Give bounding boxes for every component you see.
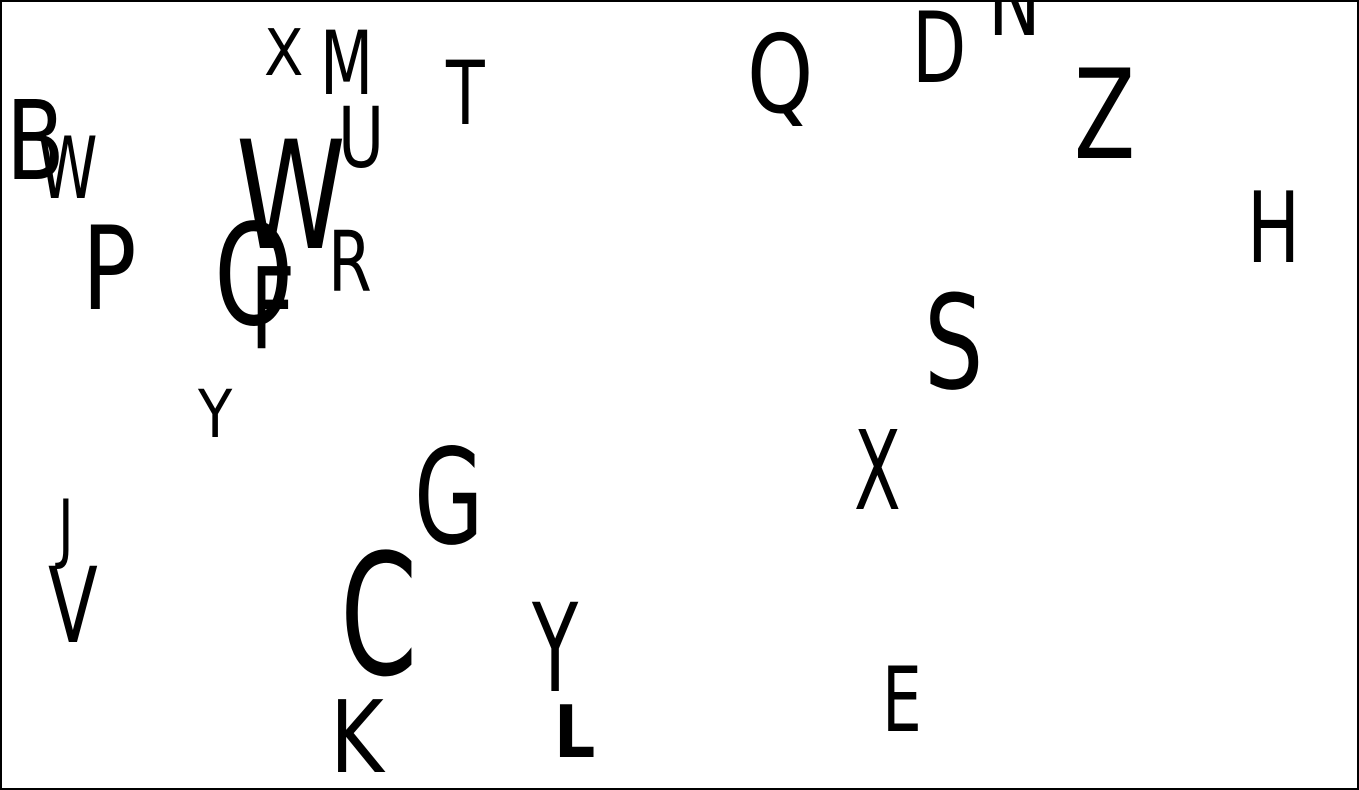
letter-w-small: W	[38, 126, 98, 212]
letter-p: P	[82, 212, 137, 328]
letter-v: V	[48, 554, 98, 658]
letter-z: Z	[1074, 54, 1135, 178]
letter-x-large: X	[854, 416, 901, 526]
letter-r: R	[328, 220, 372, 304]
letter-t: T	[446, 50, 485, 138]
letter-k: K	[330, 688, 384, 788]
letter-g: G	[414, 432, 484, 564]
letter-s: S	[924, 278, 983, 408]
letter-x-top: X	[264, 22, 303, 86]
letter-e: E	[882, 656, 922, 746]
letter-n: N	[988, 0, 1041, 51]
letter-f: F	[250, 254, 295, 366]
letter-y-small: Y	[198, 382, 232, 448]
letter-l: L	[554, 696, 595, 768]
letter-q: Q	[747, 22, 813, 130]
letter-d: D	[912, 0, 966, 98]
letter-c: C	[340, 532, 417, 700]
letter-h: H	[1247, 180, 1300, 278]
